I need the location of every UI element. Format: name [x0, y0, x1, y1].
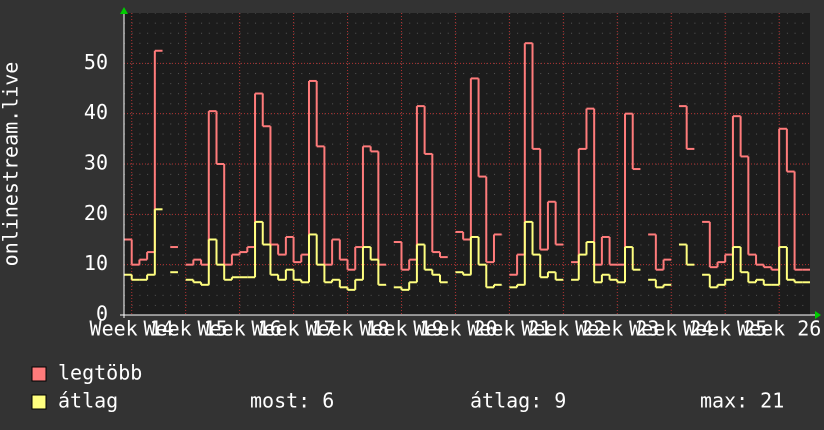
x-tick-label: Week 15: [144, 317, 228, 341]
legend-swatch: [31, 366, 47, 382]
stat-value: 6: [322, 389, 334, 413]
legend-label: legtöbb: [58, 361, 142, 385]
stat-value: 9: [554, 389, 566, 413]
x-tick-label: Week 19: [359, 317, 443, 341]
y-tick-label: 20: [84, 201, 108, 225]
x-tick-label: Week 25: [683, 317, 767, 341]
x-tick-label: Week 22: [521, 317, 605, 341]
y-tick-label: 50: [84, 50, 108, 74]
stat-label: most:: [250, 389, 310, 413]
legend-swatch: [31, 394, 47, 410]
x-tick-label: Week 21: [467, 317, 551, 341]
x-tick-label: Week 24: [629, 317, 713, 341]
x-arrow: [815, 311, 821, 319]
x-tick-label: Week 14: [90, 317, 174, 341]
x-tick-label: Week 17: [251, 317, 335, 341]
y-tick-label: 0: [96, 302, 108, 326]
stat-value: 21: [760, 389, 784, 413]
x-tick-label: Week 16: [197, 317, 281, 341]
x-tick-label: Week 18: [305, 317, 389, 341]
x-tick-label: Week 20: [413, 317, 497, 341]
y-axis-label: onlinestream.live: [0, 62, 23, 267]
x-tick-label: Week 23: [575, 317, 659, 341]
legend-label: átlag: [58, 389, 118, 413]
y-tick-label: 40: [84, 100, 108, 124]
stat-label: átlag:: [470, 389, 542, 413]
data-layer: [124, 42, 810, 291]
y-arrow: [120, 7, 128, 14]
y-tick-label: 10: [84, 251, 108, 275]
y-tick-label: 30: [84, 151, 108, 175]
x-tick-label: Week 26: [737, 317, 821, 341]
stat-label: max:: [700, 389, 748, 413]
